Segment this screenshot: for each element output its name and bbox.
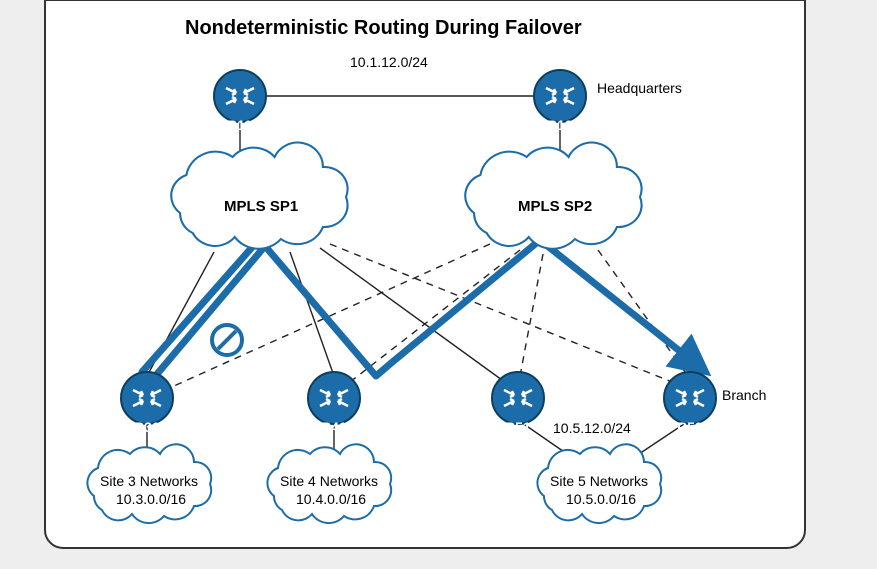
svg-text:R51: R51 bbox=[505, 419, 531, 435]
branch-subnet-label: 10.5.12.0/24 bbox=[553, 420, 631, 436]
svg-text:R11: R11 bbox=[227, 117, 252, 133]
svg-text:Site 4 Networks: Site 4 Networks bbox=[280, 473, 378, 489]
mpls-sp1-cloud: MPLS SP1 bbox=[171, 143, 347, 249]
svg-text:MPLS SP1: MPLS SP1 bbox=[224, 198, 298, 215]
diagram-title: Nondeterministic Routing During Failover bbox=[185, 17, 582, 39]
mpls-sp2-cloud: MPLS SP2 bbox=[465, 143, 641, 249]
svg-text:10.4.0.0/16: 10.4.0.0/16 bbox=[296, 491, 366, 507]
svg-text:10.5.0.0/16: 10.5.0.0/16 bbox=[566, 491, 636, 507]
svg-text:R12: R12 bbox=[547, 117, 573, 133]
svg-text:R31: R31 bbox=[134, 419, 160, 435]
svg-text:Site 5 Networks: Site 5 Networks bbox=[550, 473, 648, 489]
svg-text:MPLS SP2: MPLS SP2 bbox=[518, 198, 592, 215]
svg-text:R41: R41 bbox=[321, 419, 347, 435]
hq-subnet-label: 10.1.12.0/24 bbox=[350, 54, 428, 70]
svg-text:R52: R52 bbox=[677, 419, 703, 435]
svg-text:Site 3 Networks: Site 3 Networks bbox=[100, 473, 198, 489]
block-icon bbox=[212, 325, 242, 355]
branch-label: Branch bbox=[722, 387, 766, 403]
svg-text:10.3.0.0/16: 10.3.0.0/16 bbox=[116, 491, 186, 507]
hq-label: Headquarters bbox=[597, 80, 682, 96]
